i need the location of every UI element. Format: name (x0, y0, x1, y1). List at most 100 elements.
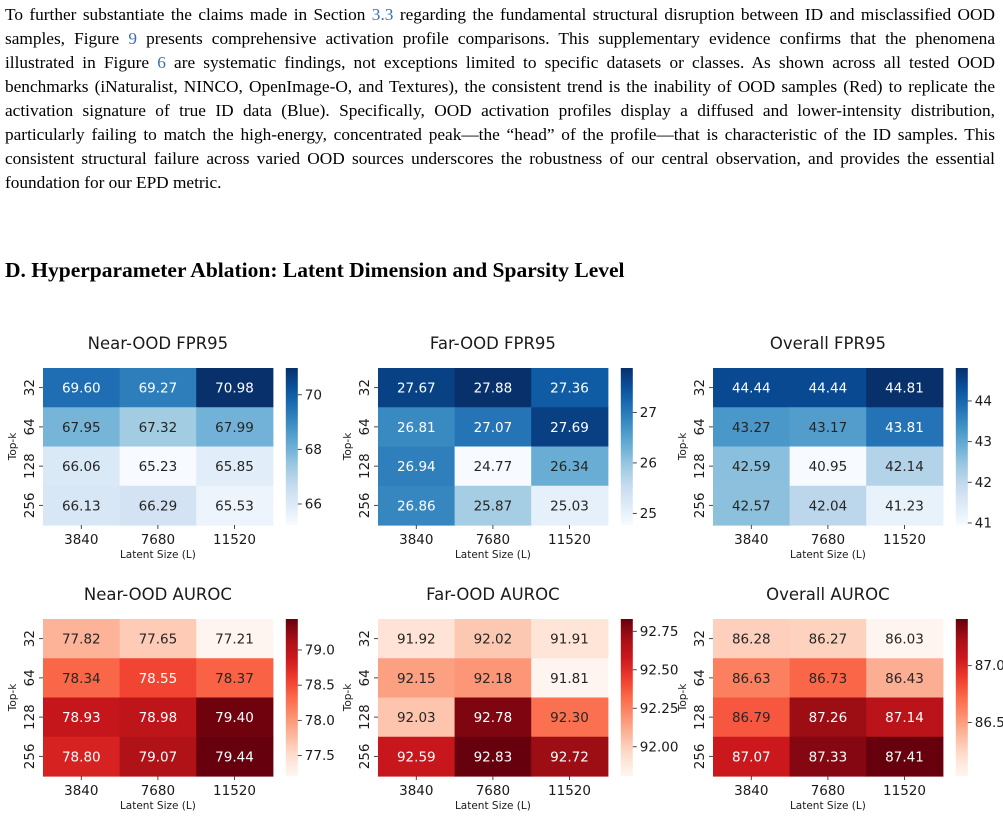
cell-value-label: 69.27 (139, 381, 178, 397)
heatmap-cell (378, 736, 456, 777)
cell-value-label: 44.44 (732, 381, 771, 397)
heatmap-5: Far-OOD AUROC 91.92 92.02 91.91 92.15 92.18 91… (342, 585, 678, 812)
heatmap-cell (531, 619, 609, 659)
colorbar-tick-label: 25 (640, 506, 657, 522)
cell-value-label: 26.86 (397, 498, 436, 514)
cell-value-label: 92.72 (550, 749, 589, 765)
cell-value-label: 78.34 (62, 671, 101, 687)
y-axis-label: Top-k (677, 683, 689, 713)
y-tick-label: 64 (357, 669, 373, 686)
heatmap-cell (454, 619, 532, 659)
heatmap-cell (531, 368, 609, 408)
heatmap-cell (43, 407, 121, 448)
cell-value-label: 70.98 (215, 381, 254, 397)
heatmap-cell (713, 619, 791, 659)
heatmap-cell (866, 658, 944, 699)
heatmap-cell (378, 485, 456, 526)
heatmap-cell (196, 697, 274, 738)
heatmap-cell (713, 407, 791, 448)
cell-value-label: 91.81 (550, 671, 589, 687)
heatmap-cell (378, 658, 456, 699)
heatmap-cell (119, 446, 197, 487)
y-tick-label: 128 (22, 453, 38, 479)
colorbar-tick-label: 66 (305, 496, 322, 512)
heatmap-cell (119, 485, 197, 526)
x-tick-label: 7680 (476, 532, 510, 548)
heatmap-cell (196, 485, 274, 526)
y-tick-label: 128 (692, 453, 708, 479)
cell-value-label: 92.02 (474, 632, 513, 648)
paragraph-text: To further substantiate the claims made … (5, 5, 372, 24)
cell-value-label: 87.41 (885, 749, 924, 765)
cell-value-label: 43.27 (732, 420, 771, 436)
heatmap-cell (119, 619, 197, 659)
cell-value-label: 86.27 (809, 632, 848, 648)
colorbar-tick-label: 92.25 (640, 701, 679, 717)
heatmap-cell (866, 407, 944, 448)
x-tick-label: 7680 (811, 532, 845, 548)
cell-value-label: 77.65 (139, 632, 178, 648)
cell-value-label: 78.93 (62, 710, 101, 726)
heatmap-cell (43, 446, 121, 487)
cell-value-label: 78.37 (215, 671, 254, 687)
heatmap-cell (866, 446, 944, 487)
figure-9-reference-link[interactable]: 9 (128, 29, 137, 48)
heatmap-cell (119, 697, 197, 738)
y-tick-label: 64 (22, 669, 38, 686)
colorbar-tick-label: 92.00 (640, 739, 679, 755)
cell-value-label: 86.28 (732, 632, 771, 648)
cell-value-label: 26.34 (550, 459, 589, 475)
y-tick-label: 256 (357, 492, 373, 518)
cell-value-label: 42.04 (809, 498, 848, 514)
y-tick-label: 32 (22, 630, 38, 647)
cell-value-label: 66.06 (62, 459, 101, 475)
heatmap-cell (789, 619, 867, 659)
cell-value-label: 86.03 (885, 632, 924, 648)
heatmap-cell (378, 697, 456, 738)
x-tick-label: 11520 (213, 783, 256, 799)
cell-value-label: 86.79 (732, 710, 771, 726)
heatmap-cell (119, 736, 197, 777)
y-axis-label: Top-k (677, 432, 689, 462)
heatmap-2: Far-OOD FPR95 27.67 27.88 27.36 26.81 27.07 27… (342, 334, 657, 561)
colorbar-tick-label: 44 (975, 393, 992, 409)
colorbar-tick-label: 77.5 (305, 748, 335, 764)
y-tick-label: 64 (357, 418, 373, 435)
heatmap-title: Far-OOD AUROC (426, 585, 560, 604)
cell-value-label: 66.29 (139, 498, 178, 514)
y-tick-label: 128 (357, 453, 373, 479)
figure-6-reference-link[interactable]: 6 (157, 53, 166, 72)
cell-value-label: 92.30 (550, 710, 589, 726)
x-axis-label: Latent Size (L) (455, 549, 531, 561)
cell-value-label: 92.59 (397, 749, 436, 765)
section-reference-link[interactable]: 3.3 (371, 5, 394, 24)
x-axis-label: Latent Size (L) (120, 549, 196, 561)
cell-value-label: 91.92 (397, 632, 436, 648)
cell-value-label: 67.99 (215, 420, 254, 436)
cell-value-label: 67.95 (62, 420, 101, 436)
x-tick-label: 11520 (548, 532, 591, 548)
heatmap-cell (713, 446, 791, 487)
cell-value-label: 78.80 (62, 749, 101, 765)
heatmap-cell (789, 658, 867, 699)
colorbar-tick-label: 78.5 (305, 678, 335, 694)
heatmap-cell (454, 485, 532, 526)
x-tick-label: 3840 (399, 783, 433, 799)
x-tick-label: 11520 (883, 783, 926, 799)
y-axis-label: Top-k (342, 432, 354, 462)
heatmap-cell (378, 619, 456, 659)
cell-value-label: 87.26 (809, 710, 848, 726)
cell-value-label: 26.94 (397, 459, 436, 475)
colorbar-tick-label: 42 (975, 475, 992, 491)
colorbar (620, 619, 633, 776)
heatmap-title: Near-OOD FPR95 (88, 334, 229, 353)
x-tick-label: 7680 (476, 783, 510, 799)
cell-value-label: 87.14 (885, 710, 924, 726)
heatmap-cell (43, 368, 121, 408)
cell-value-label: 42.14 (885, 459, 924, 475)
heatmap-cell (531, 697, 609, 738)
heatmap-cell (789, 446, 867, 487)
heatmap-cell (789, 697, 867, 738)
cell-value-label: 69.60 (62, 381, 101, 397)
